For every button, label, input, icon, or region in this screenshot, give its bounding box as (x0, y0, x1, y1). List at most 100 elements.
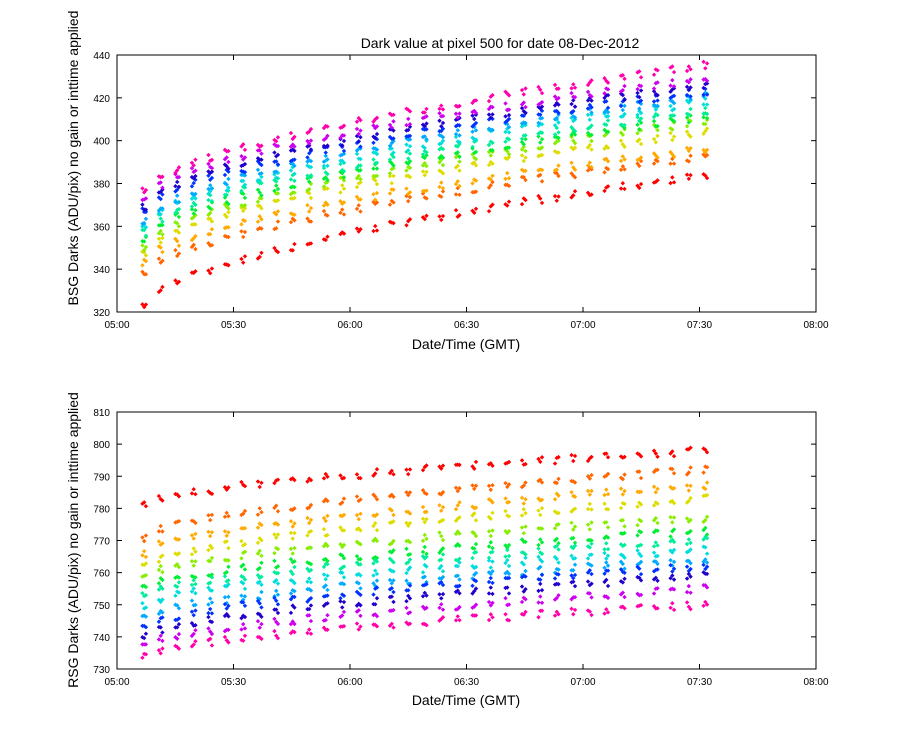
bsg-data-point (602, 170, 607, 175)
rsg-data-point (506, 499, 512, 505)
rsg-data-point (523, 510, 528, 516)
bsg-data-point (389, 181, 394, 186)
rsg-data-point (472, 588, 477, 594)
rsg-data-point (391, 599, 396, 605)
bsg-data-point (670, 175, 675, 180)
rsg-data-point (407, 610, 413, 615)
rsg-data-point (622, 454, 627, 460)
bsg-data-point (554, 125, 559, 131)
bsg-data-point (651, 99, 657, 104)
rsg-data-point (704, 465, 710, 470)
rsg-data-point (143, 533, 149, 538)
rsg-data-point (358, 497, 363, 502)
bsg-data-point (439, 133, 444, 139)
bsg-data-point (176, 243, 182, 248)
rsg-data-point (354, 472, 360, 477)
rsg-data-point (635, 504, 640, 509)
rsg-data-point (539, 480, 545, 485)
rsg-data-point (208, 619, 213, 624)
bsg-data-point (341, 175, 347, 180)
bsg-data-point (684, 78, 690, 84)
rsg-data-point (387, 549, 393, 554)
bsg-data-point (651, 161, 657, 166)
bsg-data-point (620, 87, 626, 93)
bsg-data-point (321, 176, 327, 181)
rsg-data-point (193, 608, 198, 613)
rsg-data-point (242, 626, 248, 631)
rsg-data-point (288, 621, 294, 627)
rsg-data-point (473, 533, 479, 539)
bsg-data-point (453, 134, 459, 140)
bsg-data-point (158, 288, 163, 293)
rsg-data-point (455, 488, 460, 494)
bsg-data-point (556, 173, 561, 179)
bsg-data-point (604, 122, 609, 128)
rsg-data-point (523, 461, 528, 467)
rsg-data-point (453, 531, 459, 537)
bsg-data-point (191, 200, 196, 206)
rsg-data-point (189, 644, 195, 649)
rsg-data-point (259, 522, 264, 528)
rsg-data-point (572, 562, 578, 567)
bsg-data-point (701, 102, 706, 107)
rsg-data-point (589, 581, 594, 586)
rsg-data-point (226, 514, 231, 519)
bsg-data-point (637, 106, 642, 111)
rsg-data-point (440, 607, 446, 612)
rsg-data-point (602, 571, 607, 576)
rsg-data-point (143, 504, 149, 509)
bsg-data-point (585, 163, 591, 168)
bsg-data-point (470, 109, 475, 115)
rsg-data-point (569, 597, 574, 602)
bsg-data-point (424, 150, 429, 155)
bsg-data-point (226, 234, 231, 240)
rsg-data-point (356, 591, 361, 596)
bsg-data-point (486, 112, 492, 117)
rsg-data-point (209, 530, 215, 535)
bsg-data-point (604, 156, 609, 162)
rsg-data-point (490, 463, 495, 468)
bsg-data-point (605, 114, 611, 119)
rsg-data-point (156, 493, 162, 499)
bsg-data-point (274, 169, 279, 174)
rsg-x-tick-label: 08:00 (803, 677, 828, 688)
rsg-data-point (389, 586, 394, 591)
bsg-data-point (224, 155, 229, 160)
rsg-data-point (440, 615, 446, 620)
bsg-data-point (354, 184, 360, 190)
rsg-data-point (193, 520, 198, 526)
rsg-data-point (176, 616, 182, 621)
bsg-data-point (288, 148, 294, 153)
bsg-data-point (308, 138, 314, 143)
bsg-data-point (224, 214, 229, 220)
bsg-data-point (189, 216, 195, 221)
rsg-data-point (356, 581, 361, 586)
bsg-data-point (637, 69, 642, 74)
bsg-data-point (470, 181, 475, 186)
rsg-data-point (143, 642, 149, 647)
bsg-data-point (242, 254, 248, 259)
bsg-data-point (189, 160, 195, 165)
rsg-data-point (503, 508, 508, 514)
rsg-data-point (242, 586, 248, 592)
rsg-data-point (241, 621, 246, 627)
bsg-data-point (589, 78, 594, 83)
rsg-data-point (552, 497, 558, 502)
bsg-data-point (684, 124, 690, 129)
bsg-data-point (174, 221, 180, 226)
rsg-data-point (671, 587, 677, 592)
rsg-data-point (638, 559, 644, 565)
rsg-data-point (141, 538, 147, 544)
rsg-data-point (307, 561, 312, 566)
rsg-data-point (407, 511, 413, 516)
bsg-data-point (208, 270, 213, 276)
bsg-data-point (490, 161, 495, 166)
rsg-data-point (242, 525, 248, 531)
bsg-data-point (552, 168, 558, 173)
bsg-data-point (556, 130, 561, 135)
rsg-data-point (552, 613, 558, 618)
bsg-data-point (358, 118, 363, 123)
rsg-data-point (437, 592, 442, 597)
bsg-data-point (638, 181, 644, 187)
bsg-data-point (605, 87, 611, 92)
